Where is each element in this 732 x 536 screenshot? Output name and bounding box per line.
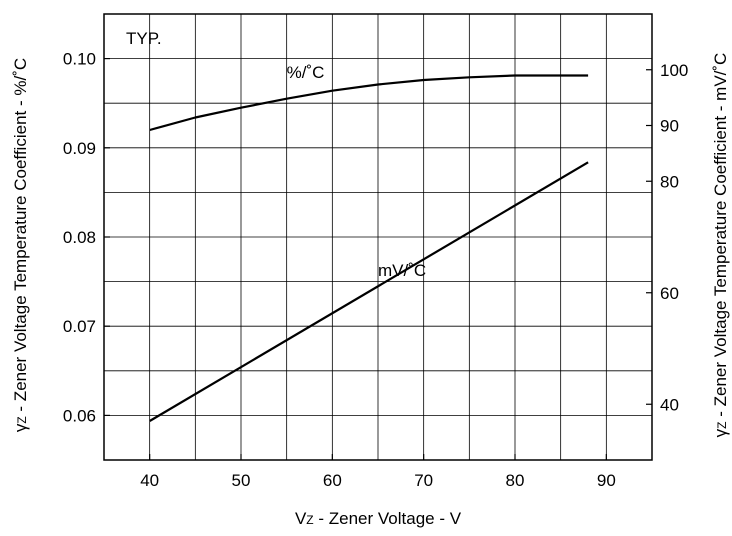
y-tick-left-label: 0.06	[63, 406, 96, 425]
series-label-percent: %/˚C	[287, 63, 325, 82]
x-axis-label: VZ - Zener Voltage - V	[295, 509, 462, 528]
y-axis-right-label: γZ - Zener Voltage Temperature Coefficie…	[711, 53, 730, 438]
x-axis-label-text: - Zener Voltage - V	[314, 509, 462, 528]
y-axis-right-label-symbol: γ	[711, 428, 730, 437]
series-label-mv: mV/˚C	[378, 261, 426, 280]
x-axis-label-subscript: Z	[306, 513, 313, 527]
ticks: 40 50 60 70 80 90 0.06 0.07 0.08 0.09 0.10 40 60 80 90…	[63, 50, 688, 490]
y-tick-left-label: 0.08	[63, 228, 96, 247]
series-line-1	[149, 161, 589, 422]
x-axis-label-symbol: V	[295, 509, 307, 528]
y-tick-right-label: 100	[660, 61, 688, 80]
y-tick-right-label: 40	[660, 395, 679, 414]
x-tick-label: 50	[232, 471, 251, 490]
y-tick-left-label: 0.07	[63, 317, 96, 336]
y-tick-left-label: 0.09	[63, 139, 96, 158]
y-tick-right-label: 90	[660, 117, 679, 136]
y-axis-left-label-subscript: Z	[15, 416, 29, 423]
typ-annotation: TYP.	[126, 29, 162, 48]
y-axis-left-label-symbol: γ	[11, 423, 30, 432]
x-tick-label: 40	[140, 471, 159, 490]
y-tick-left-label: 0.10	[63, 50, 96, 69]
y-axis-right-label-subscript: Z	[715, 421, 729, 428]
y-axis-right-label-text: - Zener Voltage Temperature Coefficient …	[711, 53, 730, 422]
y-axis-left-label-text: - Zener Voltage Temperature Coefficient …	[11, 58, 30, 416]
grid	[104, 14, 652, 460]
y-axis-left-label: γZ - Zener Voltage Temperature Coefficie…	[11, 58, 30, 432]
y-tick-right-label: 60	[660, 284, 679, 303]
x-tick-label: 80	[506, 471, 525, 490]
x-tick-label: 70	[414, 471, 433, 490]
series-layer	[149, 74, 589, 422]
x-tick-label: 90	[597, 471, 616, 490]
series-line-0	[149, 74, 589, 132]
x-tick-label: 60	[323, 471, 342, 490]
y-tick-right-label: 80	[660, 172, 679, 191]
